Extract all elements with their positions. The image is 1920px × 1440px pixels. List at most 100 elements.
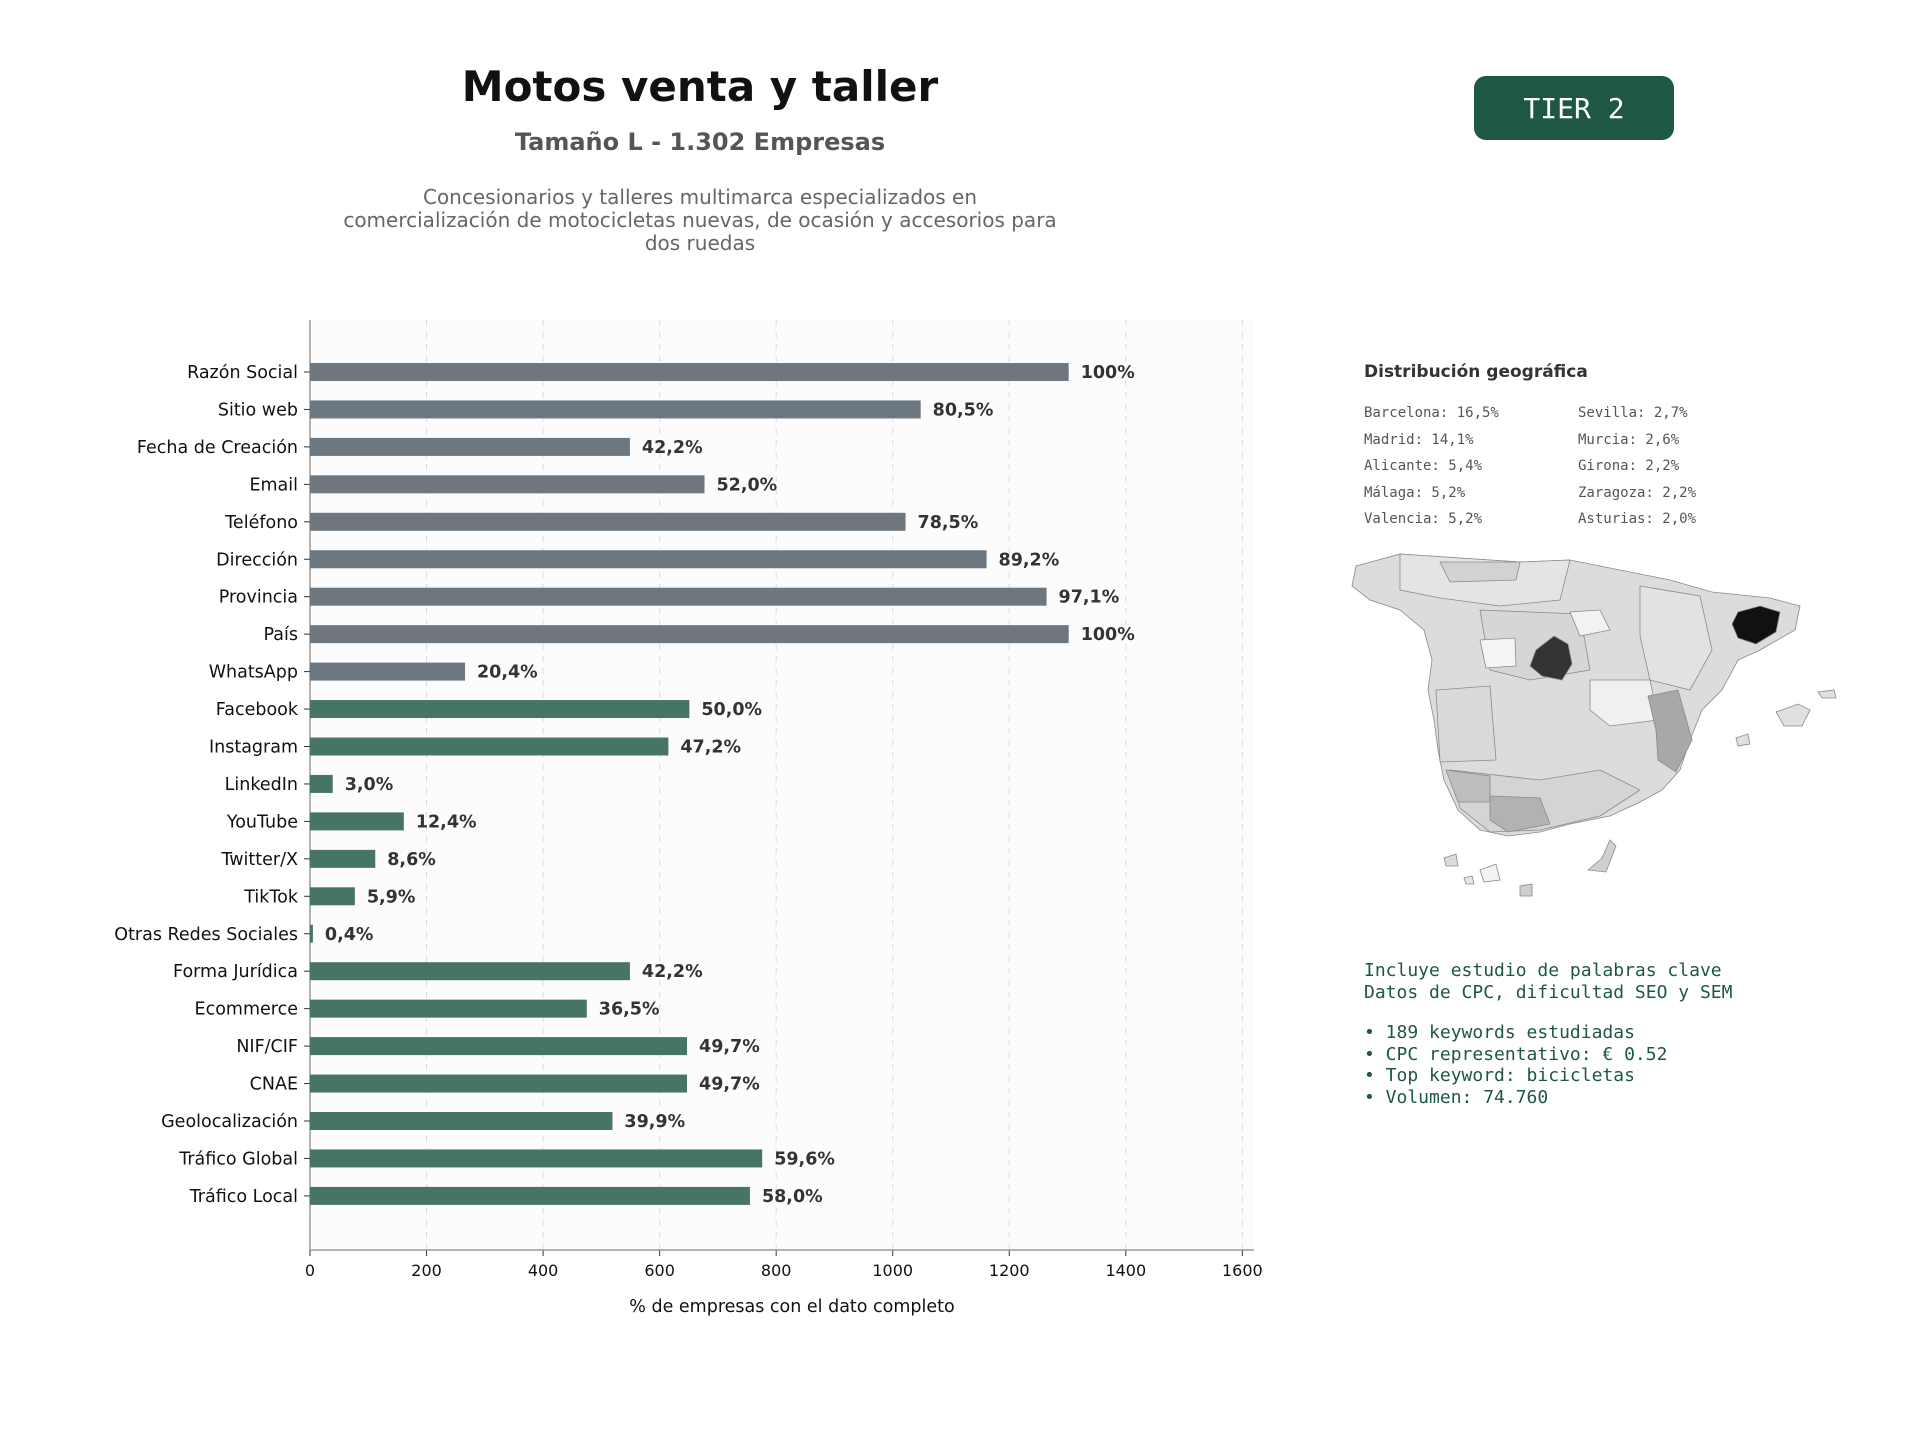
x-tick-label: 1600 [1222,1261,1263,1280]
x-tick-label: 600 [644,1261,675,1280]
category-label: CNAE [250,1075,298,1095]
geo-item: Asturias: 2,0% [1578,511,1697,527]
data-label: 58,0% [762,1187,823,1207]
data-label: 0,4% [325,925,374,945]
map-region-malaga [1489,795,1551,833]
geo-item: Sevilla: 2,7% [1578,405,1688,421]
bar [310,512,906,531]
category-label: Tráfico Global [178,1149,298,1169]
map-canary-3 [1519,883,1533,897]
data-label: 59,6% [774,1149,835,1169]
data-label: 100% [1081,625,1135,645]
x-tick-label: 1400 [1105,1261,1146,1280]
page-title: Motos venta y taller [461,62,939,111]
keywords-bullet: • CPC representativo: € 0.52 [1364,1043,1668,1065]
x-tick-label: 200 [411,1261,442,1280]
map-canary-5 [1463,875,1475,885]
bar [310,887,355,906]
geo-title: Distribución geográfica [1364,362,1588,382]
category-label: Instagram [209,738,298,758]
bar [310,1186,750,1205]
map-region-cuenca [1589,679,1659,727]
keywords-bullet: • Volumen: 74.760 [1364,1086,1549,1108]
bar [310,587,1047,606]
category-label: Otras Redes Sociales [114,925,298,945]
bar [310,700,690,719]
data-label: 12,4% [416,812,477,832]
map-region-aragon [1639,585,1713,691]
data-label: 3,0% [345,775,394,795]
category-label: Provincia [219,588,298,608]
keywords-line: Incluye estudio de palabras clave [1364,960,1722,981]
sector-description: Concesionarios y talleres multimarca esp… [320,186,1080,255]
plot-area [310,320,1254,1250]
bar [310,924,313,943]
bar [310,812,404,831]
x-tick-label: 800 [761,1261,792,1280]
spain-choropleth-map [1351,553,1837,897]
data-label: 52,0% [716,475,777,495]
map-canary-1 [1443,853,1459,867]
description-line: comercialización de motocicletas nuevas,… [343,208,1057,232]
bar [310,662,466,681]
category-label: Geolocalización [161,1112,298,1132]
description-line: Concesionarios y talleres multimarca esp… [422,185,978,209]
data-label: 49,7% [699,1075,760,1095]
x-tick-label: 1200 [989,1261,1030,1280]
bar [310,962,630,981]
data-label: 20,4% [477,663,538,683]
map-canary-2 [1479,863,1501,883]
bar [310,475,705,494]
data-label: 39,9% [624,1112,685,1132]
geo-item: Alicante: 5,4% [1364,458,1483,474]
data-label: 50,0% [701,700,762,720]
keywords-bullet: • 189 keywords estudiadas [1364,1022,1635,1043]
category-label: Razón Social [187,363,298,383]
category-label: Fecha de Creación [137,438,298,458]
tier-badge: TIER 2 [1474,76,1674,140]
keywords-panel: Incluye estudio de palabras clave Datos … [1364,960,1732,1108]
data-label: 49,7% [699,1037,760,1057]
bar [310,1149,763,1168]
bar [310,774,333,793]
geo-item: Zaragoza: 2,2% [1578,484,1697,501]
geo-item: Valencia: 5,2% [1364,511,1483,527]
data-label: 5,9% [367,887,416,907]
geo-item: Barcelona: 16,5% [1364,405,1499,421]
geo-item: Murcia: 2,6% [1578,431,1680,448]
category-label: LinkedIn [225,775,298,795]
map-balearic-ibiza [1735,733,1751,747]
bar [310,999,587,1018]
map-region-sevilla [1445,769,1491,803]
bar [310,550,987,569]
map-region-madrid [1529,635,1573,681]
data-label: 42,2% [642,438,703,458]
category-label: Forma Jurídica [173,962,298,982]
map-canary-4 [1587,839,1617,873]
bar [310,1074,688,1093]
geo-list-right: Sevilla: 2,7% Murcia: 2,6% Girona: 2,2% … [1578,400,1696,533]
category-label: Facebook [216,700,299,720]
category-label: NIF/CIF [236,1037,298,1057]
keywords-bullet: • Top keyword: bicicletas [1364,1065,1635,1086]
data-label: 100% [1081,363,1135,383]
geo-item: Girona: 2,2% [1578,458,1680,474]
bar [310,1112,613,1130]
bar [310,625,1069,644]
category-label: WhatsApp [209,663,298,683]
category-label: TikTok [243,887,299,907]
page-subtitle: Tamaño L - 1.302 Empresas [514,128,886,156]
x-tick-label: 400 [528,1261,559,1280]
map-region-extremadura [1435,685,1497,763]
category-label: País [264,625,298,645]
data-label: 80,5% [933,400,994,420]
category-label: Dirección [216,550,298,570]
category-label: Tráfico Local [189,1187,298,1207]
map-balearic-menorca [1817,689,1837,699]
map-region-barcelona [1731,605,1781,645]
map-region-valencia [1647,689,1693,773]
bar [310,737,669,756]
data-label: 47,2% [680,738,741,758]
data-label: 97,1% [1059,588,1120,608]
map-balearic-mallorca [1775,703,1811,727]
